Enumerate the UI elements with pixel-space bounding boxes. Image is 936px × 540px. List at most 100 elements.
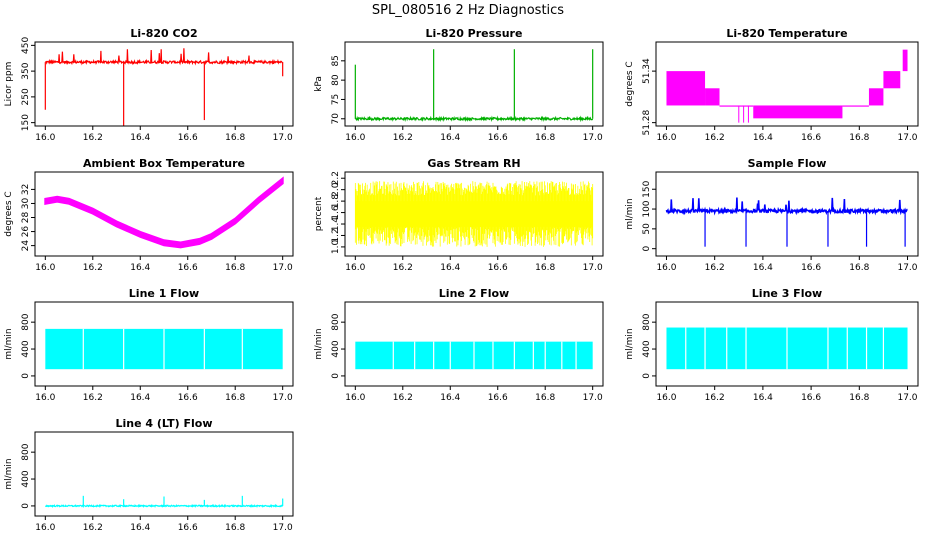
temp-segment [842,105,869,107]
y-axis-label: percent [314,196,324,231]
y-tick-label: 51.28 [642,109,652,135]
x-tick-label: 16.8 [225,263,245,273]
panel-co2: Li-820 CO2 16.0 16.2 16.4 16.6 16.8 17.0 150 250… [4,27,294,143]
panel-temp820: Li-820 Temperature 16.0 16.2 16.4 16.6 16.8 17… [625,27,919,143]
panel-title: Line 2 Flow [439,287,509,300]
x-tick-label: 16.2 [83,263,103,273]
panel-rh: Gas Stream RH 16.0 16.2 16.4 16.6 16.8 17.0 1.0… [314,157,604,273]
x-tick-label: 16.2 [705,393,725,403]
x-tick-label: 16.6 [178,263,198,273]
plot-frame [344,41,604,127]
panel-title: Gas Stream RH [427,157,520,170]
x-tick-label: 16.2 [83,393,103,403]
plot-area [44,48,284,126]
x-tick-label: 16.8 [225,523,245,533]
x-tick-label: 17.0 [583,133,603,143]
y-tick-label: 0 [331,373,341,379]
x-tick-label: 16.4 [130,133,150,143]
x-tick-label: 16.4 [440,133,460,143]
y-tick-label: 24 [21,240,31,252]
panel-ambtemp: Ambient Box Temperature 16.0 16.2 16.4 16.6 1… [4,157,294,273]
y-tick-label: 2.2 [331,171,341,185]
y-tick-label: 150 [21,114,31,131]
plot-frame [344,301,604,387]
temp-segment [868,88,884,106]
x-tick-label: 17.0 [897,263,917,273]
y-tick-label: 400 [21,470,31,487]
temp-segment [883,71,901,89]
x-tick-label: 17.0 [583,393,603,403]
y-tick-label: 70 [331,113,341,125]
x-tick-label: 16.4 [130,523,150,533]
x-tick-label: 17.0 [897,393,917,403]
y-tick-label: 1.2 [331,228,341,242]
x-tick-label: 16.0 [345,263,365,273]
y-axis-label: kPa [314,76,324,92]
x-tick-label: 16.8 [225,393,245,403]
panel-title: Line 3 Flow [752,287,822,300]
y-axis-label: ml/min [625,198,635,229]
x-tick-label: 16.8 [535,133,555,143]
x-tick-label: 17.0 [273,393,293,403]
plot-frame [655,171,919,257]
y-tick-label: 800 [21,443,31,460]
x-tick-label: 16.0 [656,133,676,143]
x-tick-label: 16.4 [440,263,460,273]
x-tick-label: 16.0 [35,523,55,533]
plot-area [354,181,594,247]
x-tick-label: 16.2 [705,263,725,273]
x-tick-label: 16.6 [488,393,508,403]
x-tick-label: 16.4 [753,133,773,143]
y-tick-label: 1.4 [331,217,341,232]
y-tick-label: 80 [331,74,341,86]
y-axis-label: ml/min [314,328,324,359]
x-tick-label: 16.2 [83,133,103,143]
panel-line3: Line 3 Flow 16.0 16.2 16.4 16.6 16.8 17.0 0 400 8… [625,287,919,403]
x-tick-label: 16.8 [535,393,555,403]
y-tick-label: 75 [331,94,341,105]
x-tick-label: 17.0 [583,263,603,273]
y-tick-label: 800 [331,313,341,330]
x-tick-label: 16.8 [849,263,869,273]
y-tick-label: 400 [331,340,341,357]
x-tick-label: 16.2 [393,133,413,143]
y-tick-label: 26 [21,226,31,238]
y-tick-label: 28 [21,212,31,224]
y-tick-label: 1.6 [331,205,341,220]
x-tick-label: 16.6 [801,133,821,143]
x-tick-label: 16.6 [801,263,821,273]
x-tick-label: 16.6 [801,393,821,403]
x-tick-label: 16.4 [130,263,150,273]
panel-title: Ambient Box Temperature [83,157,245,170]
plot-frame [655,41,919,127]
panel-line1: Line 1 Flow 16.0 16.2 16.4 16.6 16.8 17.0 0 400 8… [4,287,294,403]
y-axis-label: ml/min [4,458,14,489]
plot-area [666,327,908,370]
panel-title: Line 4 (LT) Flow [116,417,213,430]
figure-title: SPL_080516 2 Hz Diagnostics [372,3,564,18]
x-tick-label: 16.0 [35,263,55,273]
y-tick-label: 1.8 [331,194,341,209]
y-tick-label: 85 [331,55,341,66]
y-tick-label: 0 [21,503,31,509]
temp-segment [753,105,843,119]
panel-sflow: Sample Flow 16.0 16.2 16.4 16.6 16.8 17.0 0 50 10… [625,157,919,273]
x-tick-label: 16.6 [178,393,198,403]
x-tick-label: 16.0 [35,133,55,143]
x-tick-label: 16.2 [393,393,413,403]
y-tick-label: 32 [21,184,31,195]
x-tick-label: 16.6 [178,133,198,143]
panel-title: Li-820 Pressure [426,27,523,40]
temp-segment [719,105,754,107]
x-tick-label: 16.6 [178,523,198,533]
y-tick-label: 450 [21,37,31,54]
x-tick-label: 16.2 [83,523,103,533]
x-tick-label: 17.0 [897,133,917,143]
x-tick-label: 16.4 [440,393,460,403]
y-tick-label: 0 [642,373,652,379]
temp-segment [666,71,706,106]
y-axis-label: degrees C [4,191,14,236]
x-tick-label: 17.0 [273,523,293,533]
plot-frame [34,171,294,257]
x-tick-label: 16.2 [705,133,725,143]
